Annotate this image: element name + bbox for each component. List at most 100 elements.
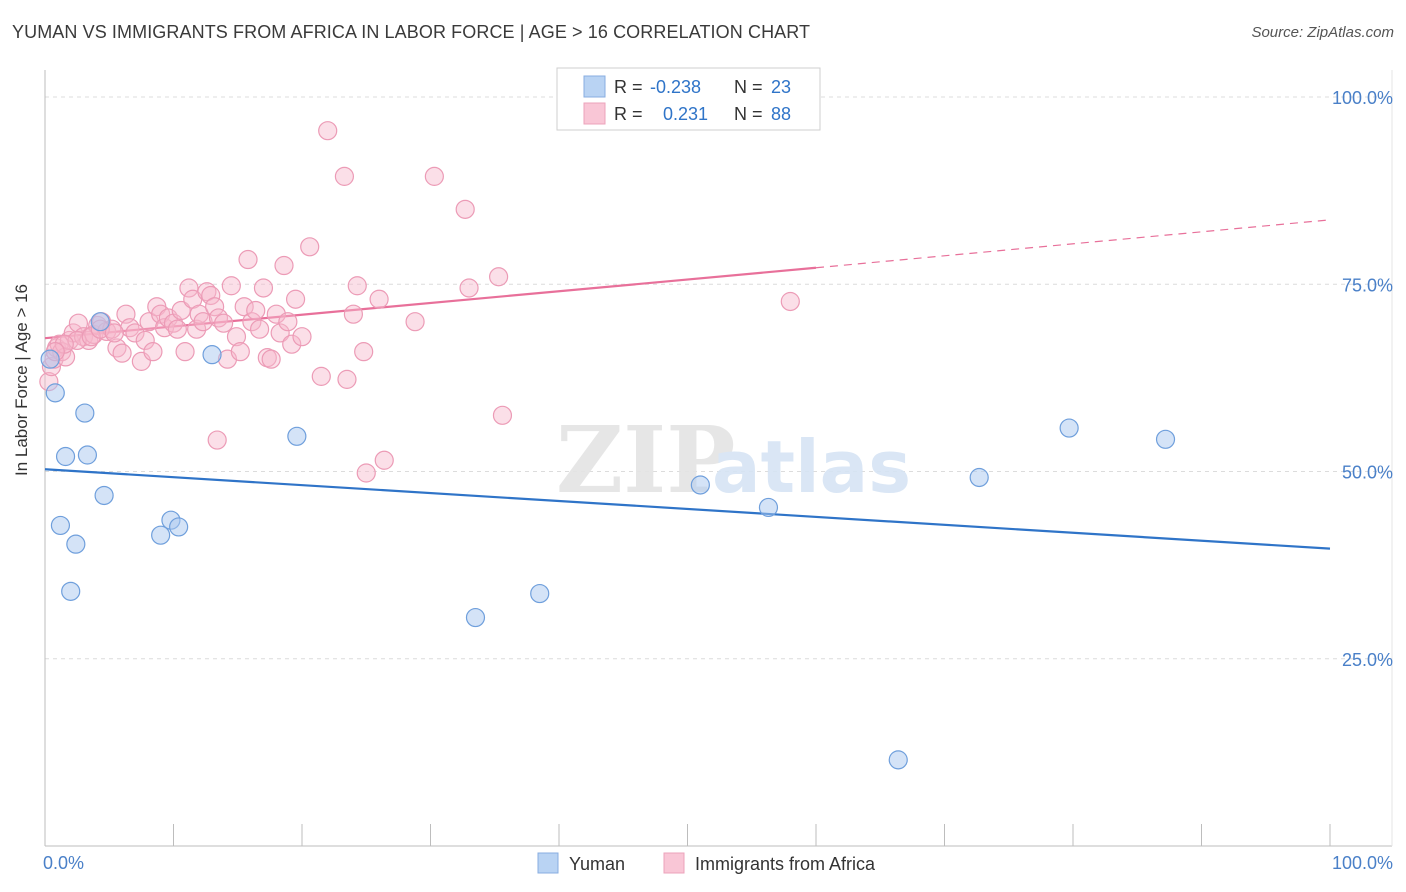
point-africa xyxy=(197,282,217,302)
point-africa xyxy=(221,276,241,296)
point-africa xyxy=(266,304,286,324)
point-africa xyxy=(112,343,132,363)
point-yuman xyxy=(94,485,114,506)
point-africa xyxy=(261,349,281,369)
legend-n-label-yuman: N = xyxy=(734,77,763,97)
point-africa xyxy=(282,334,302,354)
point-africa xyxy=(489,267,509,287)
legend-bottom: Yuman Immigrants from Africa xyxy=(537,852,876,874)
point-africa xyxy=(120,318,140,338)
point-africa xyxy=(175,342,195,362)
legend-bottom-label-yuman: Yuman xyxy=(569,854,625,874)
point-yuman xyxy=(90,312,110,332)
point-africa xyxy=(205,297,225,317)
point-yuman xyxy=(55,446,76,467)
legend-n-value-yuman: 23 xyxy=(771,77,791,97)
point-africa xyxy=(300,237,320,257)
y-tick-label: 75.0% xyxy=(1342,275,1393,295)
point-africa xyxy=(207,430,227,450)
point-yuman xyxy=(287,426,307,446)
y-tick-labels: 25.0% 50.0% 75.0% 100.0% xyxy=(1332,88,1393,670)
y-tick-label: 50.0% xyxy=(1342,463,1393,483)
point-africa xyxy=(318,121,338,141)
point-africa xyxy=(208,308,229,328)
legend-n-label-africa: N = xyxy=(734,104,763,124)
point-africa xyxy=(492,405,513,425)
point-africa xyxy=(67,330,87,351)
point-yuman xyxy=(45,383,65,403)
point-africa xyxy=(274,255,294,276)
point-africa xyxy=(278,312,298,332)
point-africa xyxy=(356,463,376,483)
point-yuman xyxy=(151,525,171,545)
point-africa xyxy=(226,327,247,347)
point-africa xyxy=(405,312,425,332)
point-africa xyxy=(179,278,199,298)
point-africa xyxy=(135,330,155,351)
point-africa xyxy=(143,342,163,362)
y-tick-label: 25.0% xyxy=(1342,650,1393,670)
point-africa xyxy=(193,312,213,332)
trend-line-yuman xyxy=(44,468,1331,550)
x-tick-label-min: 0.0% xyxy=(43,853,84,873)
point-africa xyxy=(234,297,254,317)
point-yuman xyxy=(169,517,189,537)
legend-top: R = -0.238 N = 23 R = 0.231 N = 88 xyxy=(556,67,821,131)
axes xyxy=(44,70,1393,847)
point-africa xyxy=(270,323,290,343)
legend-r-label-africa: R = xyxy=(614,104,643,124)
point-africa xyxy=(253,278,274,298)
watermark-zip: ZIP xyxy=(556,406,735,514)
point-africa xyxy=(337,369,357,389)
legend-bottom-swatch-yuman xyxy=(537,852,559,874)
point-yuman xyxy=(530,583,550,604)
point-africa xyxy=(107,338,127,358)
legend-bottom-label-africa: Immigrants from Africa xyxy=(695,854,876,874)
legend-swatch-yuman xyxy=(583,75,606,98)
point-yuman xyxy=(1155,429,1176,449)
point-yuman xyxy=(969,467,989,488)
y-tick-label: 100.0% xyxy=(1332,88,1393,108)
point-africa xyxy=(104,323,124,343)
point-yuman xyxy=(690,475,710,495)
point-yuman xyxy=(75,403,95,423)
point-africa xyxy=(780,291,800,312)
point-africa xyxy=(249,319,270,339)
source-label: Source: ZipAtlas.com xyxy=(1251,24,1394,41)
point-yuman xyxy=(40,349,60,369)
point-africa xyxy=(214,313,234,333)
trend-line-africa-extension xyxy=(815,219,1331,269)
point-africa xyxy=(455,199,475,219)
legend-n-value-africa: 88 xyxy=(771,104,791,124)
legend-r-value-africa: 0.231 xyxy=(663,104,708,124)
point-yuman xyxy=(61,581,81,601)
watermark-atlas: atlas xyxy=(712,425,911,509)
point-africa xyxy=(187,319,207,339)
point-yuman xyxy=(202,345,222,365)
point-africa xyxy=(311,366,331,386)
point-yuman xyxy=(77,445,98,465)
point-africa xyxy=(171,300,191,321)
data-points xyxy=(39,121,1176,770)
point-yuman xyxy=(758,497,779,518)
point-africa xyxy=(369,289,389,309)
point-africa xyxy=(125,323,145,343)
x-tick-label-max: 100.0% xyxy=(1332,853,1393,873)
point-yuman xyxy=(50,515,71,536)
legend-r-label-yuman: R = xyxy=(614,77,643,97)
point-africa xyxy=(167,319,187,339)
point-africa xyxy=(354,342,374,362)
point-yuman xyxy=(66,534,86,554)
point-africa xyxy=(292,327,312,347)
legend-bottom-swatch-africa xyxy=(663,852,685,874)
point-yuman xyxy=(465,607,486,628)
point-africa xyxy=(424,166,444,186)
point-africa xyxy=(374,450,394,470)
point-africa xyxy=(201,285,221,306)
point-africa xyxy=(334,166,355,186)
point-africa xyxy=(230,342,250,362)
point-africa xyxy=(343,304,363,324)
point-africa xyxy=(347,276,367,296)
point-yuman xyxy=(1059,418,1079,438)
